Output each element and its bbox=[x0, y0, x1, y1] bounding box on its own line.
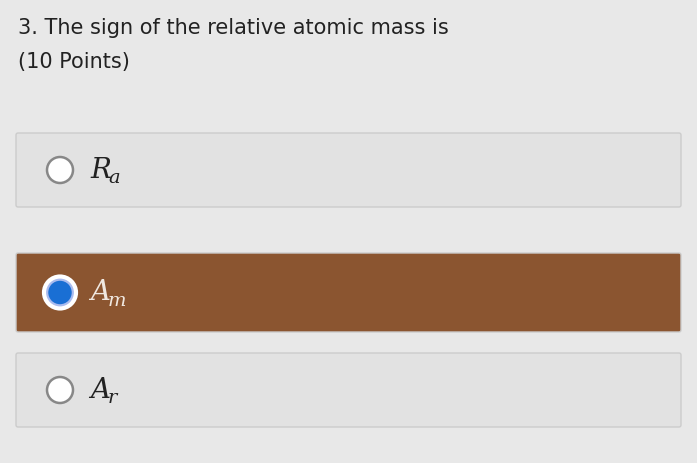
Text: R: R bbox=[90, 156, 111, 183]
FancyBboxPatch shape bbox=[16, 353, 681, 427]
Circle shape bbox=[44, 276, 76, 308]
Text: A: A bbox=[90, 376, 110, 403]
Text: a: a bbox=[108, 169, 120, 187]
Text: r: r bbox=[108, 389, 117, 407]
FancyBboxPatch shape bbox=[16, 253, 681, 332]
Circle shape bbox=[47, 280, 73, 306]
Text: 3. The sign of the relative atomic mass is: 3. The sign of the relative atomic mass … bbox=[18, 18, 449, 38]
Text: (10 Points): (10 Points) bbox=[18, 52, 130, 72]
FancyBboxPatch shape bbox=[16, 133, 681, 207]
Circle shape bbox=[47, 377, 73, 403]
Text: m: m bbox=[108, 292, 126, 309]
Text: A: A bbox=[90, 279, 110, 306]
Circle shape bbox=[47, 157, 73, 183]
